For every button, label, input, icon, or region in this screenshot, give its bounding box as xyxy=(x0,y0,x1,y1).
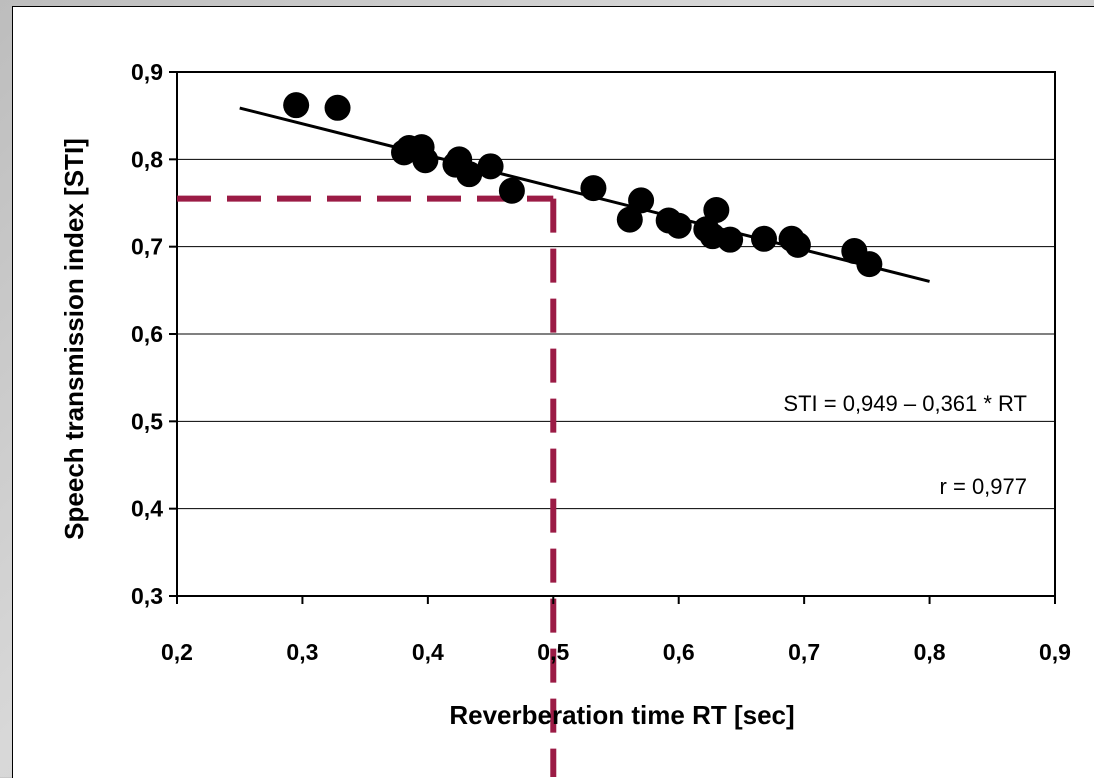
y-tick-label: 0,7 xyxy=(131,234,163,260)
reference-lines xyxy=(177,195,557,777)
x-tick-label: 0,3 xyxy=(286,639,318,665)
y-tick-label: 0,9 xyxy=(131,59,163,85)
y-tick-label: 0,3 xyxy=(131,583,163,609)
x-tick-label: 0,8 xyxy=(914,639,946,665)
data-point xyxy=(665,212,692,239)
regression-equation: STI = 0,949 – 0,361 * RT xyxy=(783,391,1027,416)
data-point xyxy=(324,94,351,121)
data-point xyxy=(477,153,504,180)
x-tick-label: 0,2 xyxy=(161,639,193,665)
x-tick-label: 0,9 xyxy=(1039,639,1071,665)
data-point xyxy=(784,231,811,258)
x-tick-label: 0,6 xyxy=(663,639,695,665)
data-point xyxy=(283,92,310,119)
y-axis-title: Speech transmission index [STI] xyxy=(59,138,89,540)
data-points xyxy=(283,92,883,278)
data-point xyxy=(498,177,525,204)
y-tick-label: 0,6 xyxy=(131,321,163,347)
y-tick-label: 0,5 xyxy=(131,408,163,434)
x-tick-label: 0,7 xyxy=(788,639,820,665)
y-tick-label: 0,8 xyxy=(131,146,163,172)
data-point xyxy=(580,175,607,202)
data-point xyxy=(616,206,643,233)
y-tick-label: 0,4 xyxy=(131,496,163,522)
data-point xyxy=(703,196,730,223)
data-point xyxy=(628,187,655,214)
data-point xyxy=(717,226,744,253)
data-point xyxy=(856,251,883,278)
data-point xyxy=(456,161,483,188)
x-axis-title: Reverberation time RT [sec] xyxy=(449,700,794,730)
grid-layer xyxy=(177,158,1055,510)
correlation-coefficient: r = 0,977 xyxy=(940,474,1027,499)
axis-ticks: 0,3 0,4 0,5 0,6 0,7 0,8 0,9 0,2 0,3 0,4 0,5 0,6 0,7 0… xyxy=(131,59,1071,665)
x-tick-label: 0,5 xyxy=(537,639,569,665)
x-tick-label: 0,4 xyxy=(412,639,444,665)
data-point xyxy=(412,147,439,174)
data-point xyxy=(751,225,778,252)
